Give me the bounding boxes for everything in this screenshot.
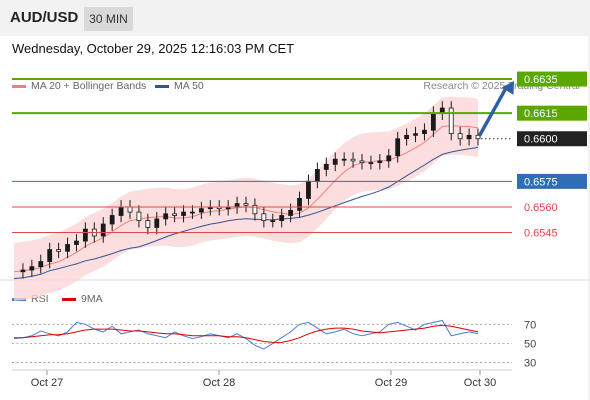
candle-body [395, 138, 401, 157]
candle-body [466, 134, 472, 140]
candle-body [118, 206, 124, 216]
rsi-tick-50: 50 [524, 338, 536, 350]
legend-label-ma50: MA 50 [174, 80, 204, 92]
candle-body [386, 155, 392, 162]
candle-body [154, 218, 160, 228]
candle-body [404, 134, 410, 140]
candle-body [359, 160, 365, 164]
rsi-tick-30: 30 [524, 357, 536, 369]
candle-body [65, 244, 70, 252]
legend-item-ma50: MA 50 [155, 80, 204, 92]
level-tag-0.6600 [517, 131, 587, 147]
candle-body [56, 249, 62, 252]
ma9-swatch [62, 297, 76, 301]
candle-body [457, 133, 463, 140]
candle-body [127, 206, 133, 213]
x-tick-label: Oct 29 [375, 377, 407, 389]
level-label-0.6575: 0.6575 [524, 176, 558, 188]
candle-body [270, 220, 276, 223]
level-tag-0.6615 [517, 105, 587, 121]
forecast-arrow-shaft [478, 86, 508, 137]
forecast-arrow-head [501, 81, 514, 95]
header-bar: AUD/USD 30 MIN [0, 0, 590, 36]
symbol-title: AUD/USD [10, 9, 79, 26]
candle-body [109, 215, 115, 225]
candle-body [234, 203, 240, 208]
x-tick-label: Oct 27 [31, 377, 63, 389]
candle-body [448, 107, 454, 135]
candle-body [323, 163, 329, 170]
rsi-9ma-line [14, 324, 479, 343]
candle-body [47, 249, 53, 262]
ma20-swatch [12, 84, 26, 88]
level-tag-0.6575 [517, 173, 587, 189]
candle-body [100, 223, 106, 237]
candle-body [297, 198, 302, 211]
rsi-line [13, 319, 479, 350]
candle-body [368, 162, 374, 165]
candle-body [172, 213, 178, 216]
candle-body [38, 261, 44, 268]
ma50-swatch [155, 84, 169, 88]
candle-body [74, 240, 79, 245]
level-label-0.6560: 0.6560 [524, 202, 558, 214]
rsi-tick-70: 70 [524, 319, 536, 331]
x-tick-label: Oct 28 [203, 377, 235, 389]
datetime-label: Wednesday, October 29, 2025 12:16:03 PM … [12, 41, 295, 56]
candle-body [279, 215, 285, 222]
level-label-0.6635: 0.6635 [524, 74, 558, 86]
candle-body [29, 266, 35, 271]
legend-label-ma20: MA 20 + Bollinger Bands [31, 80, 147, 92]
candle-body [422, 129, 427, 135]
candle-body [306, 180, 311, 199]
candle-body [145, 220, 151, 228]
candle-body [181, 211, 186, 216]
timeframe-button[interactable]: 30 MIN [84, 7, 133, 31]
level-label-0.6615: 0.6615 [524, 108, 558, 120]
level-label-0.6545: 0.6545 [524, 228, 558, 240]
candle-body [243, 203, 249, 206]
level-label-0.6600: 0.6600 [524, 134, 558, 146]
candle-body [136, 211, 142, 222]
candle-body [288, 209, 294, 216]
candle-body [377, 160, 383, 164]
legend-item-ma20: MA 20 + Bollinger Bands [12, 80, 146, 92]
candle-body [314, 169, 320, 182]
candle-body [332, 158, 338, 165]
candle-body [341, 158, 347, 161]
candle-body [252, 204, 258, 215]
candle-body [82, 228, 88, 242]
candle-body [430, 112, 436, 131]
ma9-legend-label: 9MA [81, 293, 103, 305]
candle-body [190, 211, 195, 214]
candle-body [261, 213, 267, 222]
candle-body [475, 134, 481, 140]
candle-body [198, 208, 204, 213]
candle-body [163, 213, 169, 220]
candle-body [413, 133, 418, 136]
x-tick-label: Oct 30 [464, 377, 496, 389]
ma50-line [13, 146, 479, 280]
candle-body [350, 158, 356, 162]
level-tag-0.6635 [517, 71, 587, 87]
candle-body [20, 269, 26, 273]
ma9-legend-item: 9MA [62, 293, 103, 305]
